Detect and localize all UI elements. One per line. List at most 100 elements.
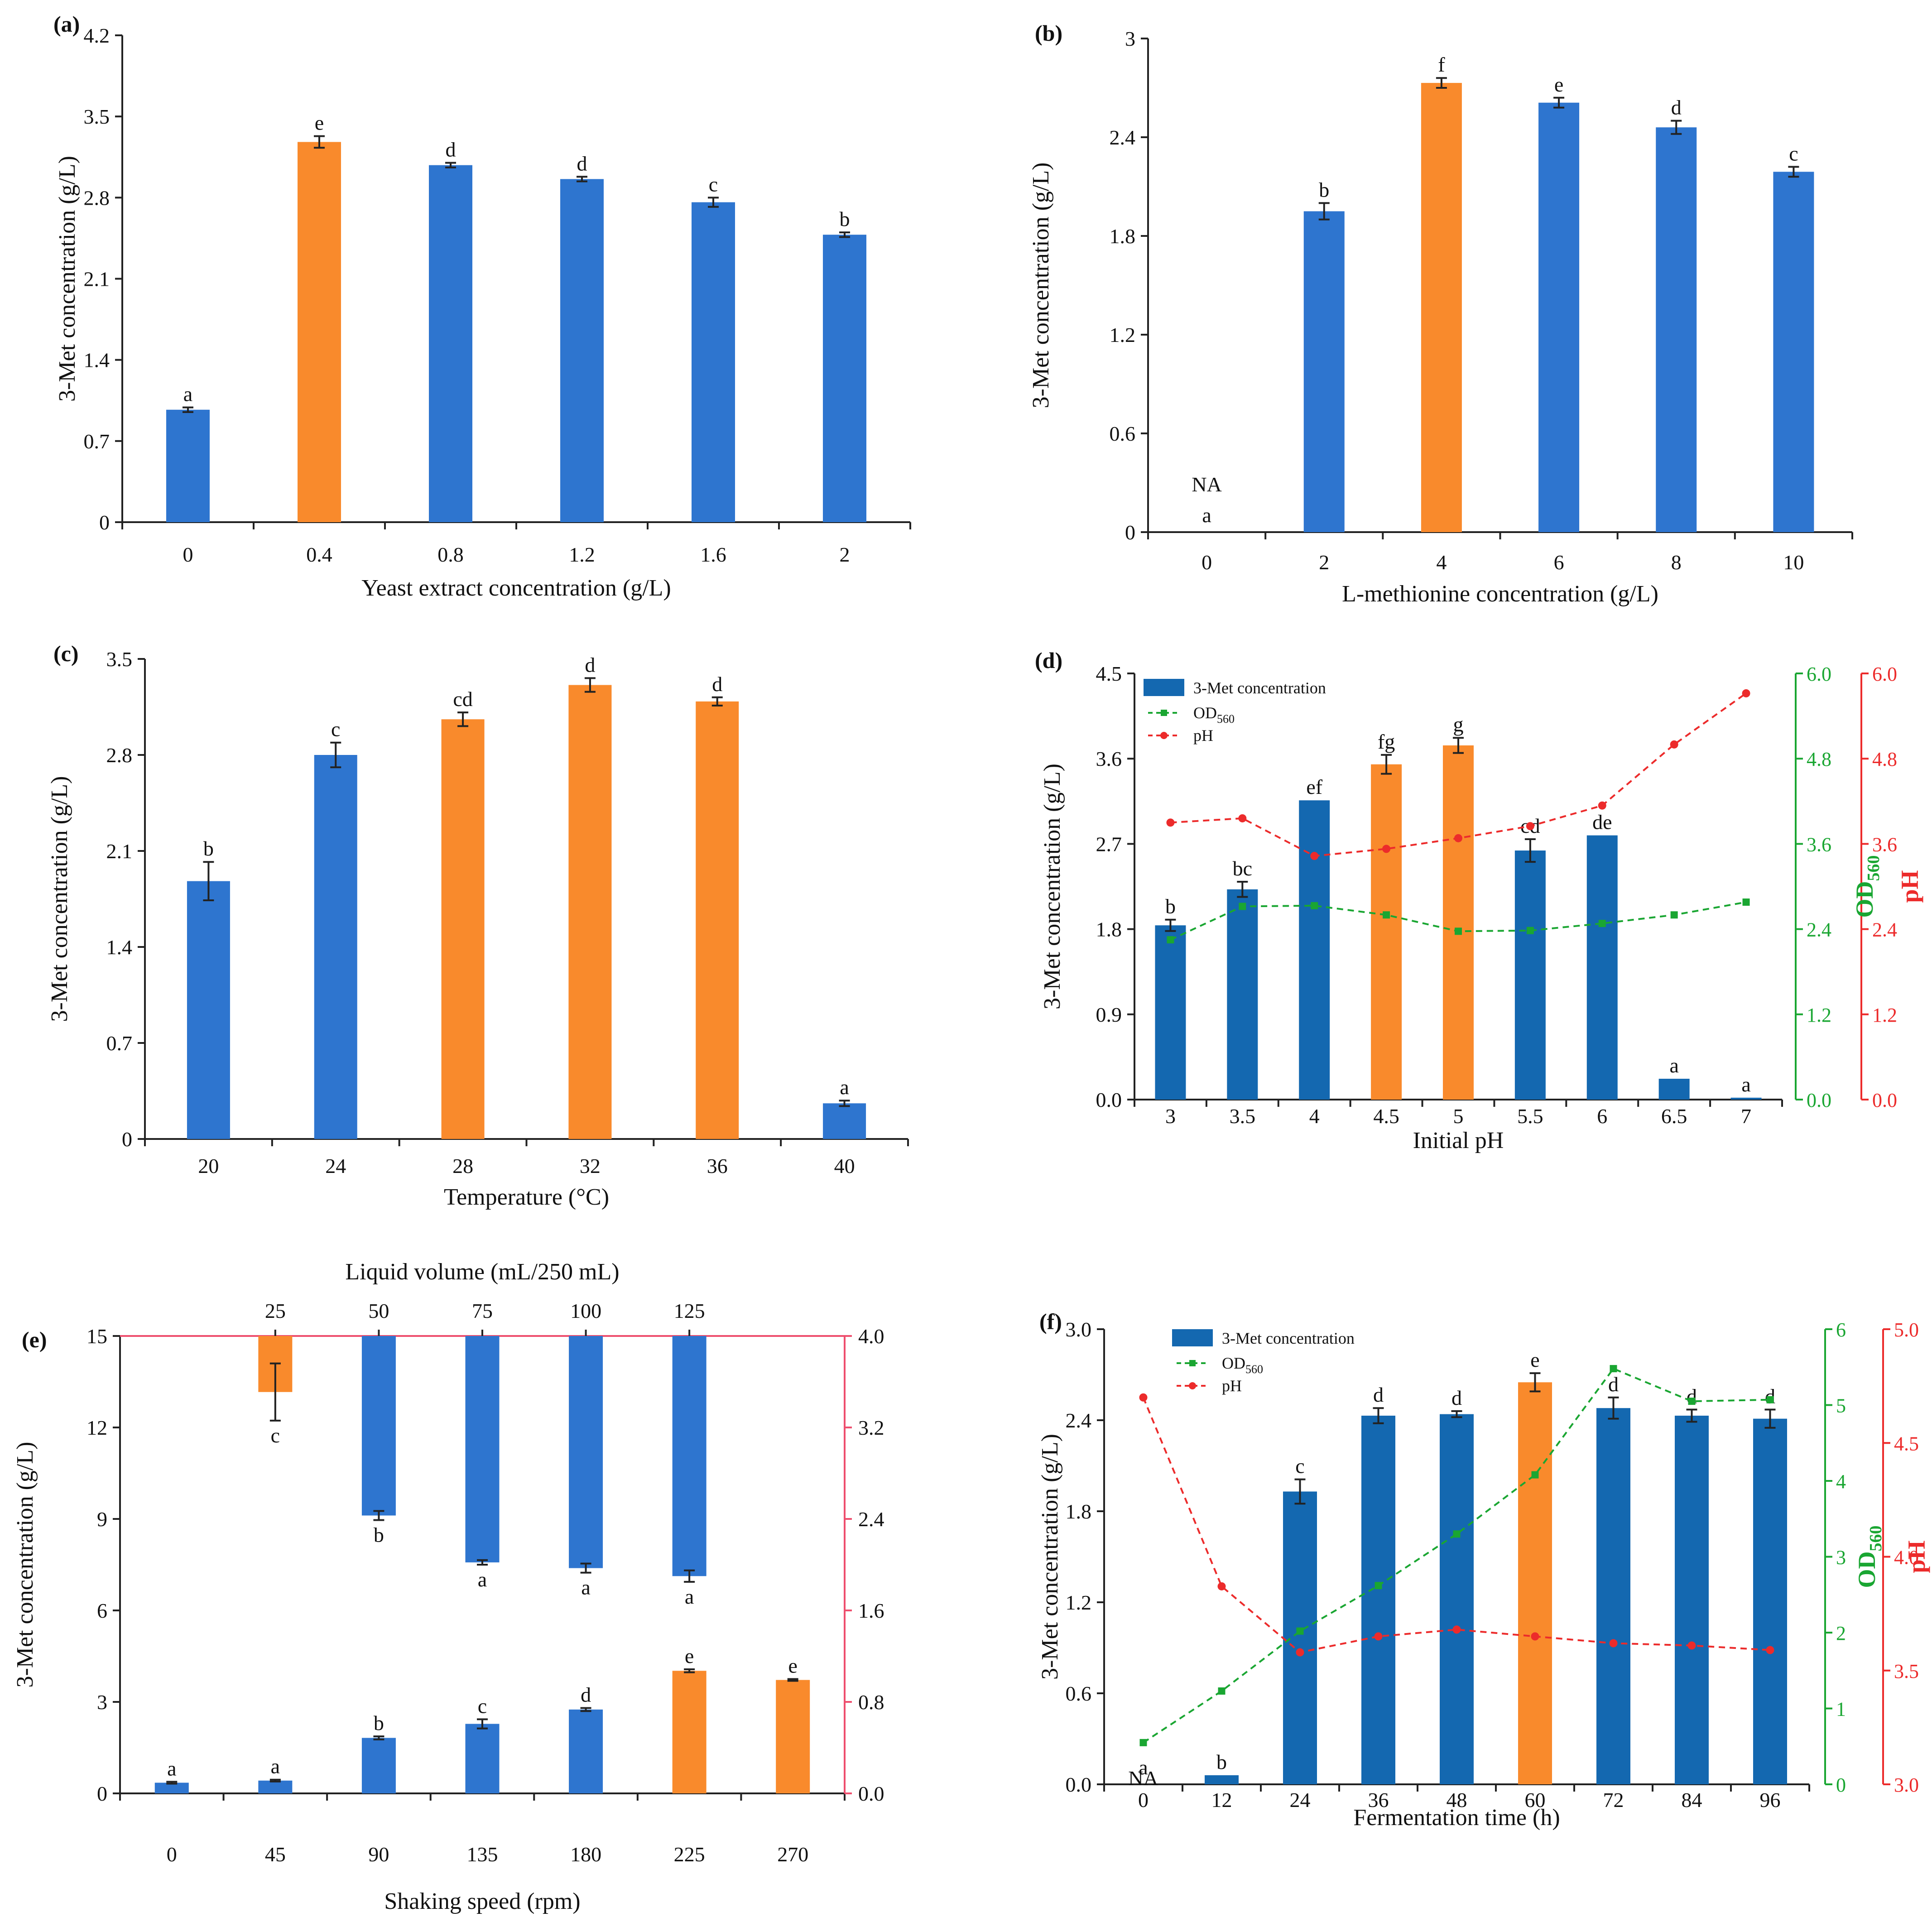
bar: [1753, 1418, 1787, 1784]
x-axis-title: Yeast extract concentration (g/L): [361, 575, 671, 601]
x-tick-label: 0: [167, 1843, 177, 1866]
point-od560: [1455, 927, 1462, 935]
significance-letter: d: [1671, 96, 1682, 119]
significance-letter: e: [315, 111, 324, 135]
y2-tick-label: 0.0: [1807, 1089, 1831, 1111]
y-tick-label: 2.1: [106, 840, 133, 863]
significance-letter: c: [271, 1424, 280, 1447]
point-ph: [1742, 689, 1750, 697]
significance-letter: cd: [453, 687, 472, 711]
y2-tick-label: 3.6: [1807, 833, 1831, 855]
y-tick-label: 0: [1125, 521, 1135, 544]
point-ph: [1382, 845, 1391, 853]
y3-axis-title: pH: [1903, 1540, 1930, 1573]
x-axis-title: Temperature (°C): [444, 1184, 609, 1210]
x-tick-label: 8: [1671, 551, 1682, 574]
bar: [298, 142, 341, 522]
y3-tick-label: 6.0: [1872, 663, 1897, 685]
point-ph: [1670, 740, 1678, 749]
point-od560: [1453, 1530, 1461, 1538]
y-tick-label: 6: [97, 1599, 107, 1622]
x-tick-label: 135: [467, 1843, 498, 1866]
significance-letter: d: [446, 138, 456, 161]
y2-tick-label: 5: [1836, 1395, 1846, 1417]
point-ph: [1454, 834, 1462, 842]
x-tick-label: 1.6: [700, 543, 726, 566]
point-ph: [1687, 1641, 1696, 1650]
y3-axis-title: pH: [1896, 870, 1923, 903]
y-tick-label: 0: [122, 1128, 132, 1151]
bar: [1658, 1078, 1690, 1100]
y-tick-label: 2.8: [106, 744, 133, 767]
y3-tick-label: 4.5: [1894, 1432, 1919, 1455]
significance-letter: c: [478, 1694, 487, 1717]
significance-letter: c: [1295, 1455, 1304, 1478]
significance-letter: a: [183, 383, 192, 406]
x-axis-title: Initial pH: [1413, 1128, 1504, 1153]
bar: [187, 881, 230, 1139]
y-tick-label: 15: [87, 1325, 107, 1348]
significance-letter: ef: [1306, 775, 1322, 798]
top-tick-label: 125: [674, 1299, 705, 1322]
y-tick-label: 1.8: [1066, 1500, 1092, 1523]
y-tick-label: 1.2: [1110, 323, 1136, 346]
x-tick-label: 32: [580, 1154, 601, 1177]
x-tick-label: 0: [1138, 1788, 1149, 1811]
bar: [1538, 102, 1580, 532]
y-tick-label: 1.8: [1110, 225, 1136, 248]
bar: [1596, 1408, 1630, 1784]
bar: [560, 179, 604, 522]
bar: [823, 1103, 866, 1139]
bar: [154, 1783, 189, 1793]
y2-tick-label: 0: [1836, 1774, 1846, 1796]
series-line-od560: [1143, 1367, 1770, 1744]
x-tick-label: 36: [1368, 1788, 1389, 1811]
x-tick-label: 3.5: [1230, 1105, 1256, 1128]
x-tick-label: 60: [1525, 1788, 1546, 1811]
bar: [1443, 745, 1474, 1100]
x-tick-label: 96: [1760, 1788, 1781, 1811]
panel-c: (c) 0 0.7 1.4 2.1 2.8 3.5 20 24 28 32 36 40 b c cd d d a Te…: [47, 641, 909, 1210]
na-label: NA: [1192, 473, 1221, 496]
significance-letter: a: [1202, 504, 1211, 527]
x-tick-label: 36: [707, 1154, 728, 1177]
bar: [568, 685, 612, 1139]
y2-axis-title-sub: 560: [1866, 1526, 1885, 1552]
panel-label: (c): [53, 641, 79, 666]
right-tick-label: 3.2: [858, 1416, 884, 1439]
y2-tick-label: 2.4: [1807, 919, 1831, 941]
point-od560: [1139, 1739, 1147, 1746]
point-od560: [1375, 1582, 1382, 1590]
x-tick-label: 24: [325, 1154, 346, 1177]
panel-e: (e) 0 3 6 9 12 15 0 45 90 135 180 225 270 a a b c d e e Shaki…: [12, 1259, 884, 1914]
point-od560: [1598, 920, 1606, 927]
y-tick-label: 0.0: [1096, 1088, 1122, 1111]
y-tick-label: 4.2: [84, 24, 110, 47]
y-axis-title: 3-Met concentration (g/L): [54, 156, 80, 402]
panel-d: (d) 0.0 0.9 1.8 2.7 3.6 4.5 3 3.5 4 4.5 5 5.5 6 6.5 7 b b…: [1035, 648, 1923, 1153]
significance-letter: a: [1741, 1073, 1750, 1096]
y-tick-label: 2.8: [84, 186, 110, 209]
bar: [1361, 1415, 1395, 1784]
point-od560: [1526, 927, 1534, 934]
bar: [823, 235, 866, 522]
legend-marker-ph: [1160, 732, 1168, 739]
legend-label-bar: 3-Met concentration: [1222, 1329, 1355, 1347]
legend-label-od-main: OD: [1222, 1354, 1245, 1372]
y-tick-label: 0.7: [84, 430, 110, 453]
legend-label-bar: 3-Met concentration: [1193, 679, 1326, 697]
y2-tick-label: 6.0: [1807, 663, 1831, 685]
x-tick-label: 3: [1165, 1105, 1176, 1128]
significance-letter: fg: [1378, 730, 1395, 753]
top-axis-title: Liquid volume (mL/250 mL): [345, 1259, 619, 1285]
bar: [1514, 850, 1546, 1100]
x-tick-label: 45: [265, 1843, 286, 1866]
significance-letter: b: [374, 1711, 384, 1735]
bar: [1518, 1382, 1552, 1784]
x-tick-label: 6.5: [1661, 1105, 1687, 1128]
y-tick-label: 2.1: [84, 268, 110, 291]
y2-tick-label: 4.8: [1807, 748, 1831, 770]
